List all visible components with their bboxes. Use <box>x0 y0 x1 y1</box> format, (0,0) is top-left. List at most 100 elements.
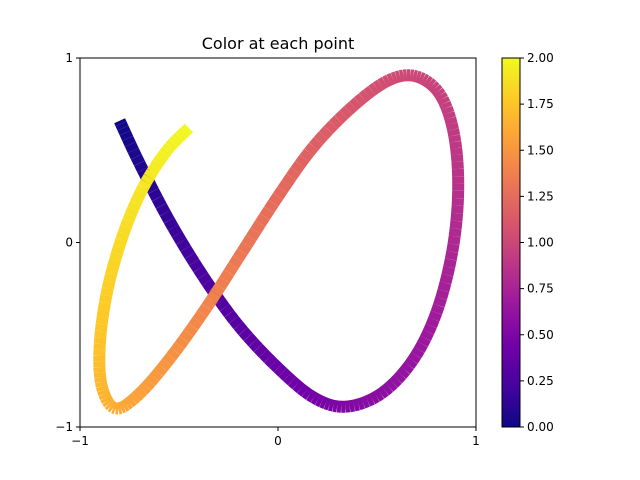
curve-segment <box>444 250 459 261</box>
curve-segment <box>172 132 184 145</box>
curve-segment <box>151 195 167 209</box>
curve-segment <box>327 398 335 412</box>
curve-segment <box>425 317 440 329</box>
curve-segment <box>111 244 125 256</box>
curve-segment <box>107 258 121 270</box>
curve-segment <box>417 72 426 85</box>
curve-segment <box>259 206 275 220</box>
curve-segment <box>118 401 126 414</box>
curve-segment <box>386 72 396 86</box>
curve-segment <box>297 383 309 397</box>
chart-title: Color at each point <box>202 34 355 53</box>
curve-segment <box>443 258 457 269</box>
curve-segment <box>127 200 141 212</box>
curve-segment <box>98 391 112 401</box>
curve-segment <box>417 335 431 347</box>
curve-segment <box>131 389 144 402</box>
curve-segment <box>450 147 463 156</box>
curve-segment <box>105 265 119 277</box>
curve-segment <box>425 78 437 91</box>
curve-segment <box>339 105 353 120</box>
curve-segment <box>232 248 248 262</box>
curve-segment <box>435 289 450 300</box>
curve-segment <box>175 129 187 142</box>
curve-segment <box>437 96 451 106</box>
curve-segment <box>125 395 137 408</box>
curve-segment <box>157 358 172 372</box>
curve-series <box>93 69 465 415</box>
curve-segment <box>215 276 230 290</box>
curve-segment <box>188 316 203 331</box>
curve-segment <box>313 131 328 145</box>
curve-segment <box>356 397 365 411</box>
colorbar-tick-label: 0.50 <box>527 328 554 342</box>
curve-segment <box>192 310 208 324</box>
curve-segment <box>156 150 170 162</box>
curve-segment <box>224 310 239 324</box>
curve-segment <box>145 373 160 387</box>
curve-segment <box>165 139 178 151</box>
curve-segment <box>167 224 183 238</box>
curve-segment <box>102 397 115 408</box>
curve-segment <box>149 368 164 382</box>
curve-segment <box>442 111 456 120</box>
colorbar-ticks: 0.00 0.25 0.50 0.75 1.00 1.25 1.50 1.75 2.00 <box>520 51 554 434</box>
curve-segment <box>334 110 348 125</box>
curve-segment <box>178 127 190 139</box>
curve-segment <box>104 399 116 411</box>
curve-segment <box>94 330 107 339</box>
curve-segment <box>155 202 171 217</box>
curve-segment <box>99 294 113 304</box>
curve-segment <box>430 303 445 315</box>
curve-segment <box>193 265 208 279</box>
colorbar-tick-label: 1.00 <box>527 236 554 250</box>
curve-segment <box>349 97 362 111</box>
curve-segment <box>94 376 107 384</box>
curve-segment <box>354 93 367 107</box>
curve-segment <box>439 100 453 111</box>
colorbar-tick-label: 1.50 <box>527 143 554 157</box>
curve-segment <box>319 396 328 409</box>
curve-segment <box>382 74 392 88</box>
curve-segment <box>422 75 433 88</box>
curve-segment <box>132 189 147 201</box>
curve-segment <box>389 375 402 388</box>
curve-segment <box>120 218 134 230</box>
curve-segment <box>315 394 325 408</box>
curve-segment <box>381 382 394 396</box>
curve-segment <box>445 122 459 131</box>
curve-segment <box>138 382 152 395</box>
curve-segment <box>390 71 399 85</box>
curve-segment <box>420 329 434 341</box>
curve-segment <box>365 393 375 407</box>
curve-segment <box>281 173 297 187</box>
curve-segment <box>183 123 194 135</box>
curve-segment <box>449 140 463 149</box>
curve-segment <box>433 296 447 308</box>
curve-segment <box>103 273 117 284</box>
colorbar-tick-label: 0.25 <box>527 374 554 388</box>
curve-segment <box>360 395 370 409</box>
curve-segment <box>241 234 257 248</box>
curve-segment <box>437 281 452 293</box>
curve-segment <box>197 303 212 318</box>
curve-segment <box>253 343 268 358</box>
curve-segment <box>292 380 305 394</box>
curve-segment <box>273 186 288 200</box>
curve-segment <box>264 354 278 368</box>
curve-segment <box>287 376 301 390</box>
curve-segment <box>407 352 422 364</box>
curve-segment <box>268 193 283 207</box>
curve-segment <box>119 130 134 141</box>
curve-segment <box>130 195 144 206</box>
curve-segment <box>435 91 448 102</box>
curve-segment <box>449 220 463 230</box>
curve-segment <box>309 137 323 151</box>
curve-segment <box>250 220 266 234</box>
curve-segment <box>147 163 161 176</box>
curve-segment <box>369 391 380 405</box>
curve-segment <box>269 359 283 373</box>
curve-segment <box>422 323 437 335</box>
curve-segment <box>122 135 136 147</box>
curve-segment <box>197 272 213 286</box>
